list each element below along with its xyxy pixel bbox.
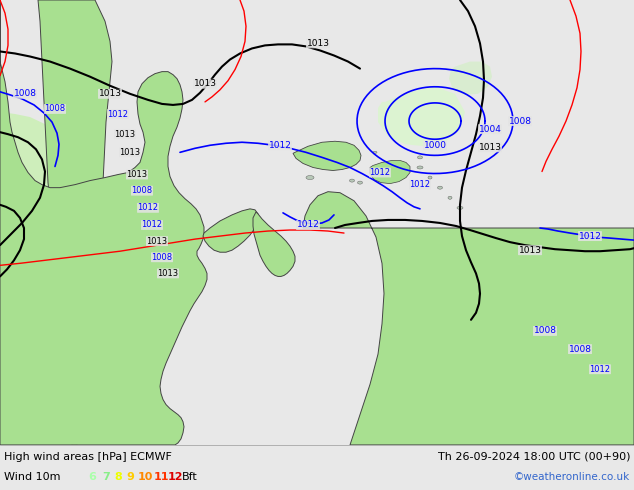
Text: 6: 6 xyxy=(88,472,96,482)
Polygon shape xyxy=(293,141,361,171)
Polygon shape xyxy=(38,0,112,445)
Text: 1012: 1012 xyxy=(370,168,391,177)
Text: 11: 11 xyxy=(154,472,169,482)
Ellipse shape xyxy=(306,175,314,179)
Ellipse shape xyxy=(417,166,423,169)
Polygon shape xyxy=(471,324,612,403)
Text: 1012: 1012 xyxy=(590,365,611,374)
Text: 1013: 1013 xyxy=(98,89,122,98)
Text: 9: 9 xyxy=(126,472,134,482)
Text: Wind 10m: Wind 10m xyxy=(4,472,60,482)
Text: High wind areas [hPa] ECMWF: High wind areas [hPa] ECMWF xyxy=(4,452,172,462)
Text: 1013: 1013 xyxy=(119,148,141,157)
Text: 1012: 1012 xyxy=(410,180,430,189)
Ellipse shape xyxy=(428,176,432,179)
Text: 7: 7 xyxy=(102,472,110,482)
Text: Bft: Bft xyxy=(182,472,198,482)
Text: 1013: 1013 xyxy=(193,79,216,88)
Ellipse shape xyxy=(448,196,452,199)
Ellipse shape xyxy=(358,181,363,184)
Ellipse shape xyxy=(349,179,354,182)
Text: 1012: 1012 xyxy=(579,232,602,241)
Polygon shape xyxy=(253,212,295,276)
Text: 1012: 1012 xyxy=(141,220,162,229)
Polygon shape xyxy=(370,160,410,184)
Ellipse shape xyxy=(418,156,422,159)
Text: 10: 10 xyxy=(138,472,153,482)
Text: 1000: 1000 xyxy=(424,141,446,150)
Text: 1012: 1012 xyxy=(138,203,158,212)
Text: 1013: 1013 xyxy=(115,130,136,139)
Text: 12: 12 xyxy=(168,472,183,482)
Text: 1012: 1012 xyxy=(297,220,320,229)
Text: 1008: 1008 xyxy=(152,253,172,262)
Text: 1008: 1008 xyxy=(13,89,37,98)
Polygon shape xyxy=(303,192,634,445)
Text: 1013: 1013 xyxy=(146,237,167,245)
Text: 1008: 1008 xyxy=(508,117,531,125)
Text: 1012: 1012 xyxy=(269,141,292,150)
Ellipse shape xyxy=(373,151,377,153)
Ellipse shape xyxy=(437,186,443,189)
Text: 1008: 1008 xyxy=(131,186,153,195)
Text: 1013: 1013 xyxy=(479,143,501,152)
Text: 1013: 1013 xyxy=(306,39,330,48)
Text: 1013: 1013 xyxy=(519,245,541,255)
Polygon shape xyxy=(449,62,492,95)
Text: 1008: 1008 xyxy=(44,104,65,114)
Text: 8: 8 xyxy=(114,472,122,482)
Polygon shape xyxy=(0,0,207,445)
Polygon shape xyxy=(23,181,100,231)
Text: 1008: 1008 xyxy=(569,344,592,354)
Text: 1012: 1012 xyxy=(108,109,129,119)
Text: 1013: 1013 xyxy=(126,170,148,179)
Text: 1013: 1013 xyxy=(157,269,179,278)
Ellipse shape xyxy=(457,206,463,209)
Polygon shape xyxy=(203,209,258,252)
Text: Th 26-09-2024 18:00 UTC (00+90): Th 26-09-2024 18:00 UTC (00+90) xyxy=(437,452,630,462)
Text: ©weatheronline.co.uk: ©weatheronline.co.uk xyxy=(514,472,630,482)
Text: 1004: 1004 xyxy=(479,124,501,134)
Polygon shape xyxy=(0,112,67,189)
Polygon shape xyxy=(378,87,465,147)
Text: 1008: 1008 xyxy=(533,326,557,336)
